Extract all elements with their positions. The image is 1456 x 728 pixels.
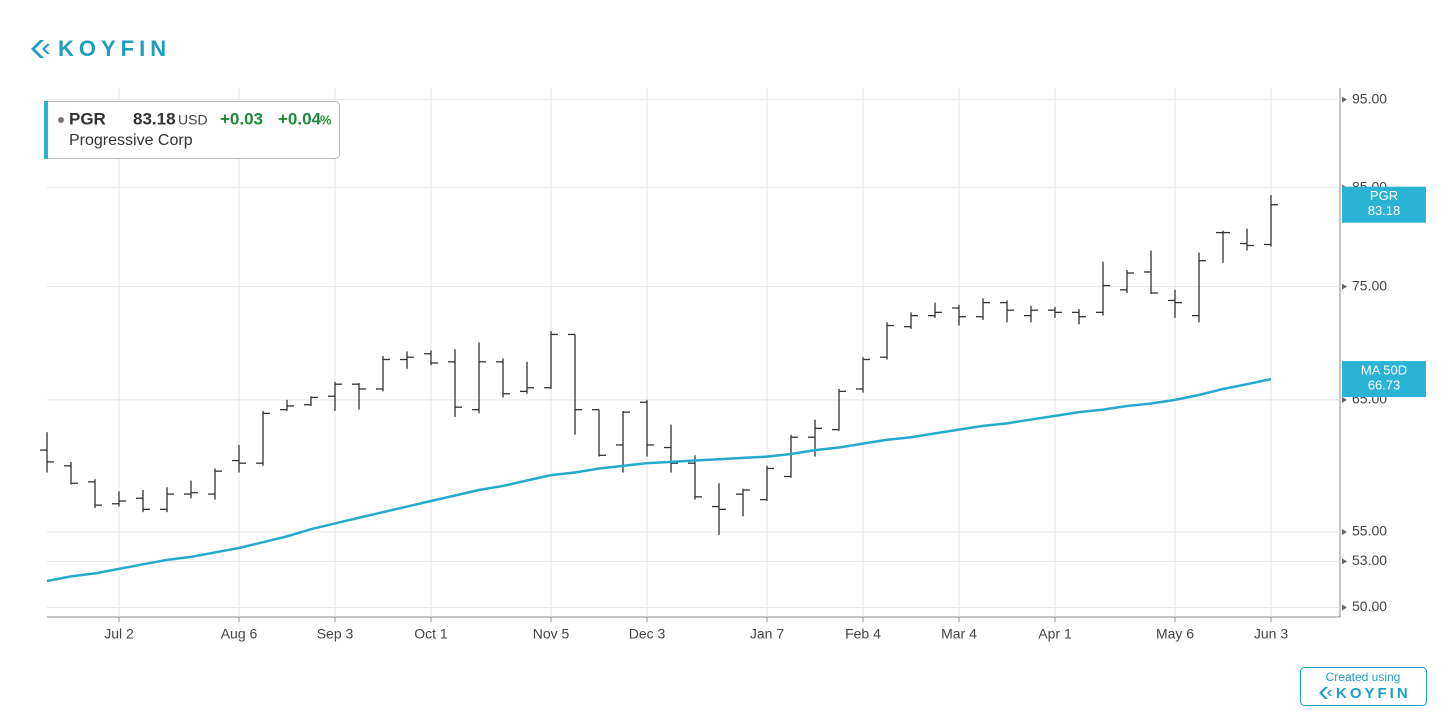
y-tick-mark xyxy=(1342,396,1347,403)
x-tick-label: Aug 6 xyxy=(221,626,258,642)
x-tick-label: Mar 4 xyxy=(941,626,977,642)
created-badge: Created using KOYFIN xyxy=(1300,667,1427,706)
price-tag-name: MA 50D xyxy=(1361,363,1407,378)
x-tick-label: Sep 3 xyxy=(317,626,354,642)
x-tick-label: Jan 7 xyxy=(750,626,784,642)
ma-line xyxy=(46,377,1272,583)
x-tick-label: Jul 2 xyxy=(104,626,134,642)
y-tick-mark xyxy=(1342,604,1347,611)
x-tick-label: Nov 5 xyxy=(533,626,570,642)
price-tag xyxy=(1342,361,1426,398)
y-tick-label: 75.00 xyxy=(1352,277,1387,293)
badge-icon xyxy=(1319,687,1332,699)
y-tick-label: 55.00 xyxy=(1352,523,1387,539)
legend-change-percent: +0.04 xyxy=(278,109,322,128)
legend-accent xyxy=(44,101,48,159)
price-tag xyxy=(1342,186,1426,223)
legend-ticker: PGR xyxy=(69,109,106,128)
logo-text: KOYFIN xyxy=(58,36,171,61)
price-tag-name: PGR xyxy=(1370,188,1398,203)
legend-company: Progressive Corp xyxy=(69,132,193,149)
legend-percent-unit: % xyxy=(320,112,332,127)
y-tick-mark xyxy=(1342,529,1347,536)
y-tick-mark xyxy=(1342,283,1347,290)
logo: KOYFIN xyxy=(31,36,171,61)
y-tick-mark xyxy=(1342,558,1347,565)
y-tick-mark xyxy=(1342,96,1347,103)
price-tag-value: 83.18 xyxy=(1368,203,1401,218)
legend: PGR 83.18 USD +0.03 +0.04 % Progressive … xyxy=(44,101,340,159)
x-tick-label: Dec 3 xyxy=(629,626,666,642)
x-tick-label: Apr 1 xyxy=(1038,626,1072,642)
legend-change: +0.03 xyxy=(220,109,263,128)
x-tick-label: May 6 xyxy=(1156,626,1194,642)
badge-caption: Created using xyxy=(1326,670,1401,684)
y-tick-label: 53.00 xyxy=(1352,552,1387,568)
x-tick-label: Jun 3 xyxy=(1254,626,1288,642)
x-tick-label: Feb 4 xyxy=(845,626,881,642)
legend-dot xyxy=(58,117,64,123)
legend-currency: USD xyxy=(178,112,208,128)
price-tag-value: 66.73 xyxy=(1368,378,1401,393)
x-tick-label: Oct 1 xyxy=(414,626,448,642)
logo-icon xyxy=(31,40,50,58)
badge-logo: KOYFIN xyxy=(1336,685,1411,702)
legend-price: 83.18 xyxy=(133,109,176,128)
y-tick-label: 95.00 xyxy=(1352,90,1387,106)
y-tick-label: 50.00 xyxy=(1352,598,1387,614)
